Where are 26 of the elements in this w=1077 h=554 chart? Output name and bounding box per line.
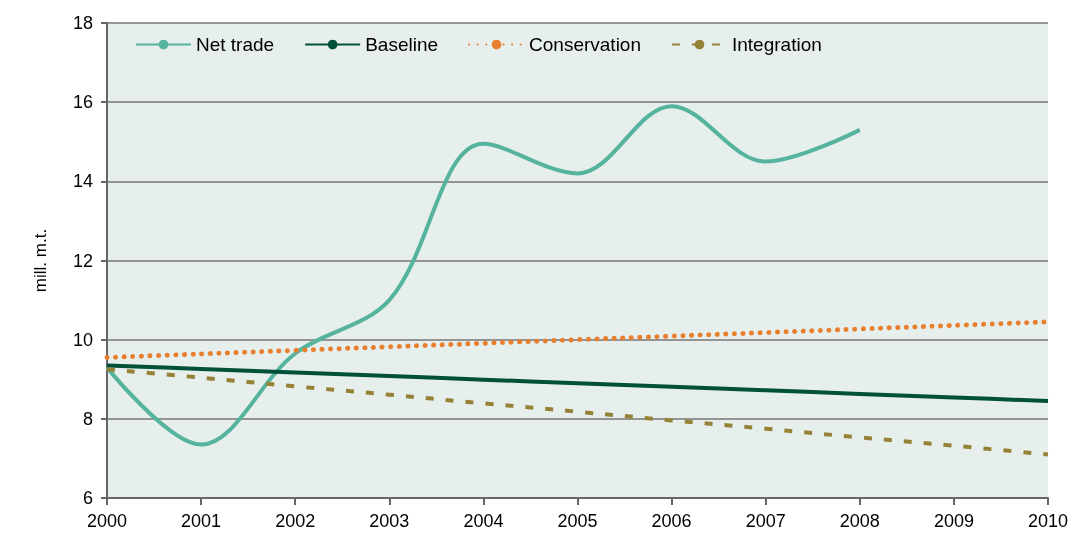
y-tick-label: 18 xyxy=(72,13,93,33)
legend-label: Integration xyxy=(731,34,822,55)
x-tick-label: 2009 xyxy=(933,511,974,531)
x-tick-label: 2008 xyxy=(839,511,880,531)
line-series xyxy=(105,367,1050,457)
y-tick-label: 14 xyxy=(72,171,93,192)
y-tick-label: 12 xyxy=(72,250,93,271)
legend-label: Conservation xyxy=(529,34,641,55)
x-tick-label: 2001 xyxy=(181,511,222,531)
y-tick-label: 8 xyxy=(82,408,93,429)
x-tick-label: 2004 xyxy=(463,511,504,531)
legend-label: Net trade xyxy=(196,34,275,55)
y-axis-title: mill. m.t. xyxy=(31,228,50,293)
legend-label: Baseline xyxy=(365,34,439,55)
x-tick-label: 2003 xyxy=(369,511,410,531)
line-series xyxy=(105,363,1050,404)
x-tick-label: 2000 xyxy=(86,511,128,531)
x-tick-label: 2007 xyxy=(745,511,786,531)
x-tick-label: 2005 xyxy=(557,511,598,531)
y-tick-label: 10 xyxy=(72,329,93,350)
y-tick-label: 16 xyxy=(72,92,93,113)
y-tick-label: 6 xyxy=(82,488,93,508)
x-tick-label: 2006 xyxy=(651,511,692,531)
x-tick-label: 2002 xyxy=(275,511,316,531)
line-series xyxy=(105,104,862,447)
x-tick-label: 2010 xyxy=(1027,511,1069,531)
